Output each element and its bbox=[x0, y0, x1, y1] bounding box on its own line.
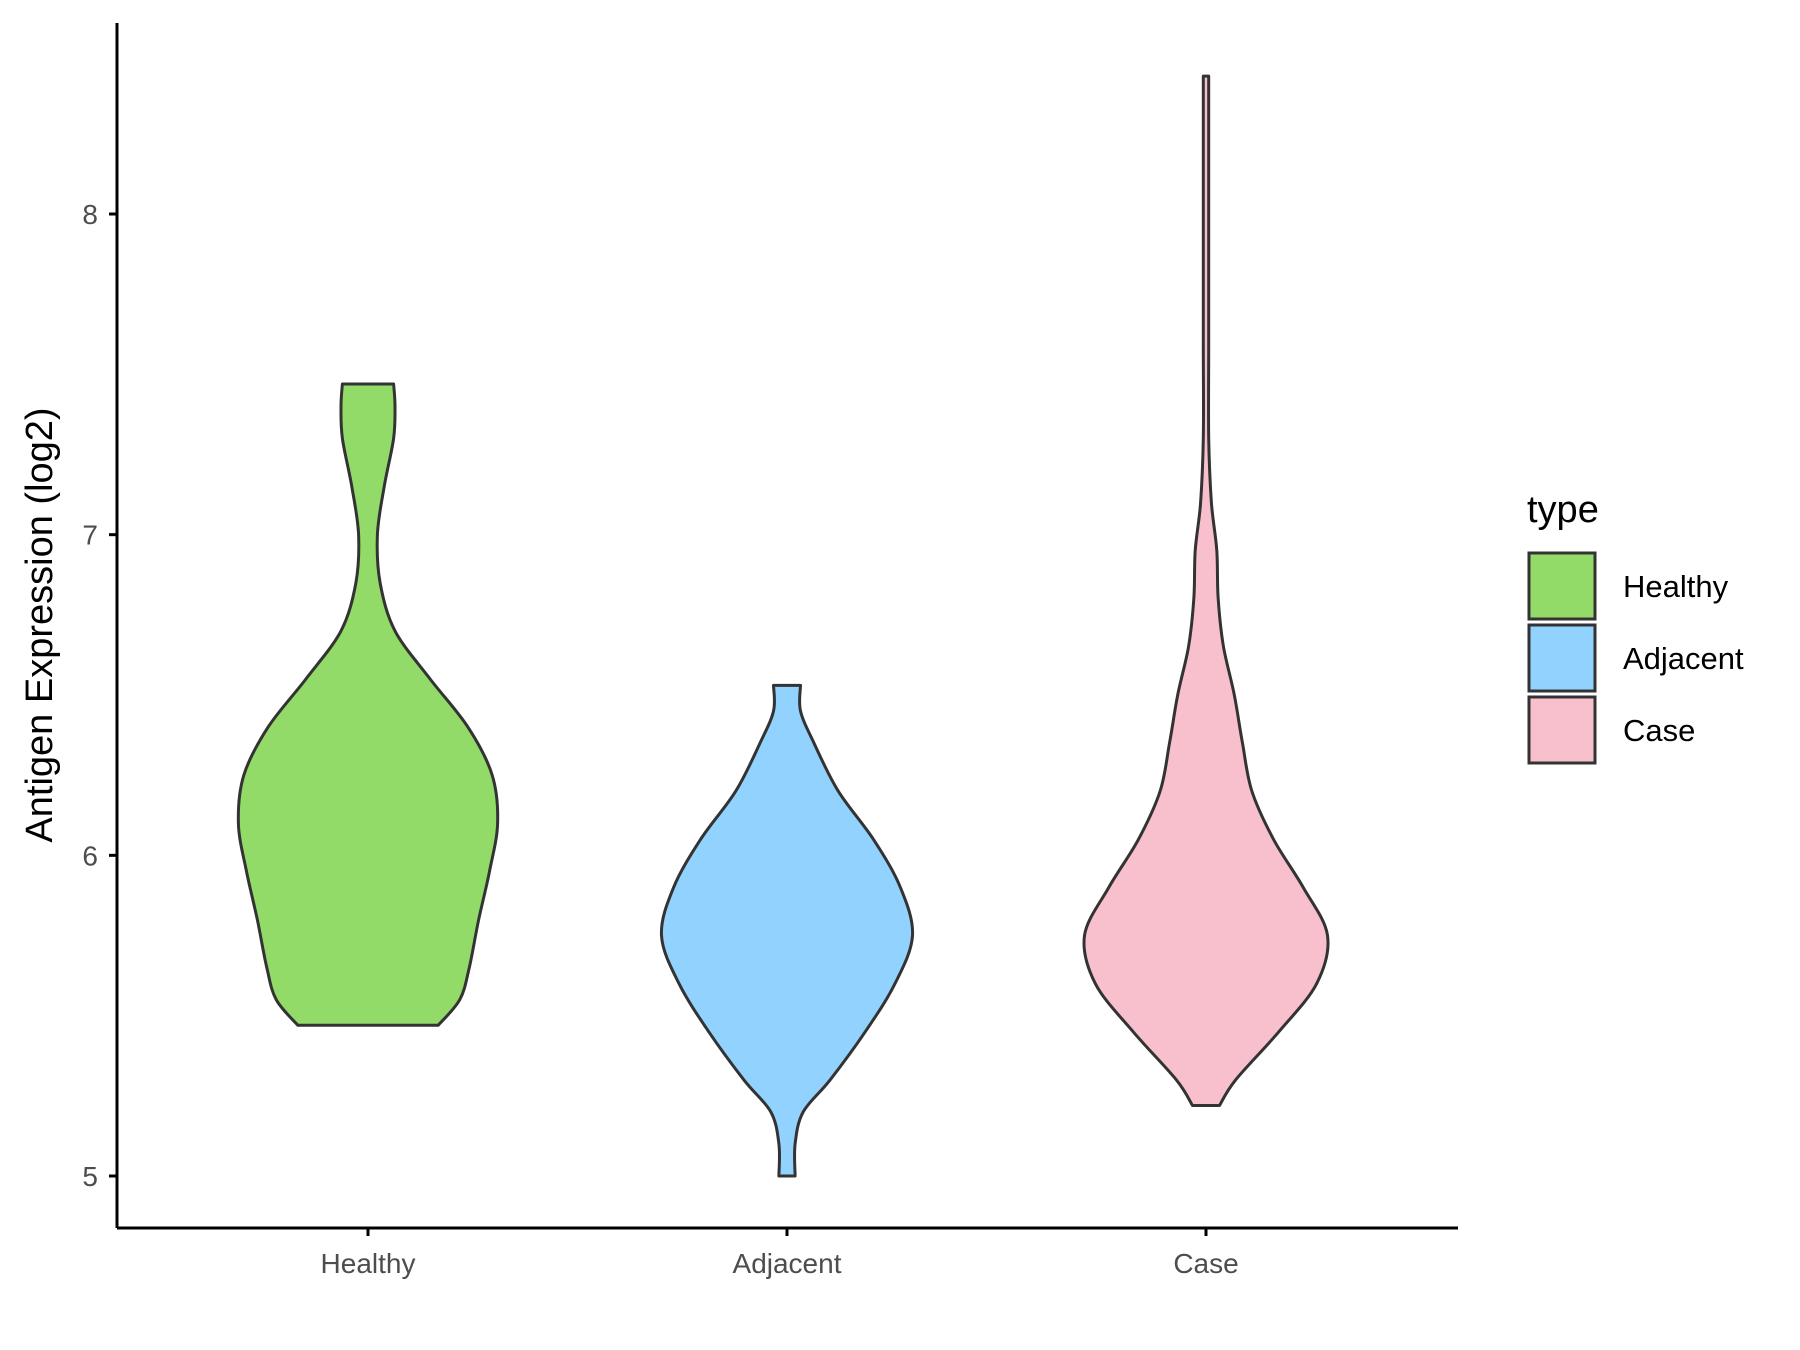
legend-swatch-healthy bbox=[1527, 551, 1597, 621]
legend-label-adjacent: Adjacent bbox=[1623, 641, 1744, 676]
legend-swatch-adjacent bbox=[1527, 623, 1597, 693]
y-tick-label: 6 bbox=[82, 840, 98, 871]
x-tick-label-adjacent: Adjacent bbox=[733, 1248, 842, 1279]
x-tick-label-case: Case bbox=[1173, 1248, 1238, 1279]
violin-group bbox=[236, 74, 1330, 1178]
violin-adjacent bbox=[659, 683, 915, 1178]
y-ticks: 5 6 7 8 bbox=[82, 199, 117, 1192]
violin-case bbox=[1082, 74, 1330, 1107]
legend-items: Healthy Adjacent Case bbox=[1527, 551, 1744, 765]
axes: 5 6 7 8 Healthy Adjacent Case bbox=[82, 23, 1458, 1279]
y-tick-label: 5 bbox=[82, 1161, 98, 1192]
y-axis-title: Antigen Expression (log2) bbox=[19, 407, 61, 842]
y-tick-label: 7 bbox=[82, 520, 98, 551]
y-tick-label: 8 bbox=[82, 199, 98, 230]
legend-label-healthy: Healthy bbox=[1623, 569, 1729, 604]
legend-title: type bbox=[1527, 489, 1599, 531]
legend-swatch-case bbox=[1527, 695, 1597, 765]
legend-label-case: Case bbox=[1623, 713, 1695, 748]
legend: type Healthy Adjacent Case bbox=[1527, 489, 1744, 765]
x-tick-label-healthy: Healthy bbox=[321, 1248, 416, 1279]
x-ticks: Healthy Adjacent Case bbox=[321, 1228, 1239, 1279]
violin-healthy bbox=[236, 382, 500, 1027]
